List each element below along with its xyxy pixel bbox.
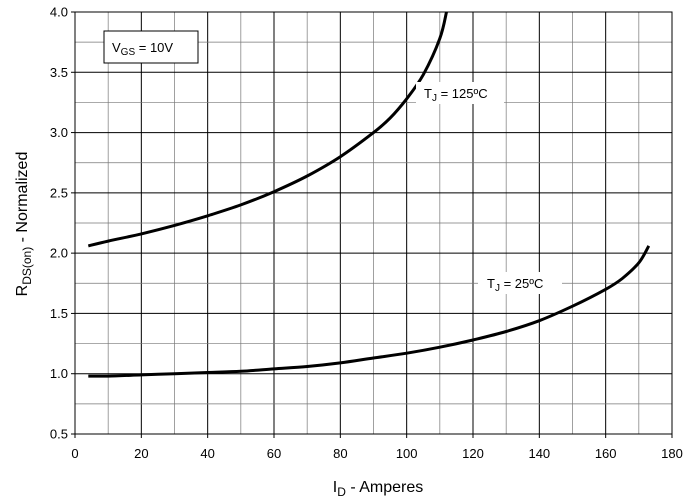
x-tick-label: 0 — [71, 446, 78, 461]
tj125-annotation: TJ = 125ºC — [416, 82, 504, 104]
y-tick-label: 4.0 — [50, 5, 68, 20]
vgs-annotation: VGS = 10V — [103, 30, 199, 64]
x-tick-label: 40 — [200, 446, 214, 461]
series-layer — [87, 11, 651, 378]
x-tick-label: 140 — [528, 446, 550, 461]
y-axis-label: RDS(on) - Normalized — [14, 152, 34, 297]
tj25-annotation-label: TJ = 25ºC — [487, 276, 543, 294]
y-tick-label: 3.0 — [50, 125, 68, 140]
y-tick-label: 1.5 — [50, 306, 68, 321]
x-axis-label: ID - Amperes — [333, 479, 423, 499]
plot-frame — [74, 11, 673, 435]
x-tick-label: 20 — [134, 446, 148, 461]
y-tick-label: 2.5 — [50, 185, 68, 200]
series-line-tj25 — [88, 245, 651, 378]
x-tick-label: 160 — [595, 446, 617, 461]
tj25-annotation: TJ = 25ºC — [478, 272, 562, 294]
y-tick-label: 1.0 — [50, 366, 68, 381]
x-tick-label: 80 — [333, 446, 347, 461]
ticks: 0 20 40 60 80 100 120 140 160 180 0.5 1.0 1.5 2.0 2.5 3… — [50, 5, 683, 462]
y-tick-label: 2.0 — [50, 246, 68, 261]
tj125-annotation-label: TJ = 125ºC — [424, 86, 488, 104]
x-tick-label: 180 — [661, 446, 683, 461]
grid — [74, 11, 673, 435]
y-tick-label: 3.5 — [50, 65, 68, 80]
vgs-annotation-box — [103, 30, 199, 64]
x-tick-label: 60 — [267, 446, 281, 461]
vgs-annotation-label: VGS = 10V — [112, 40, 173, 58]
x-tick-label: 100 — [396, 446, 418, 461]
x-tick-label: 120 — [462, 446, 484, 461]
y-tick-label: 0.5 — [50, 427, 68, 442]
